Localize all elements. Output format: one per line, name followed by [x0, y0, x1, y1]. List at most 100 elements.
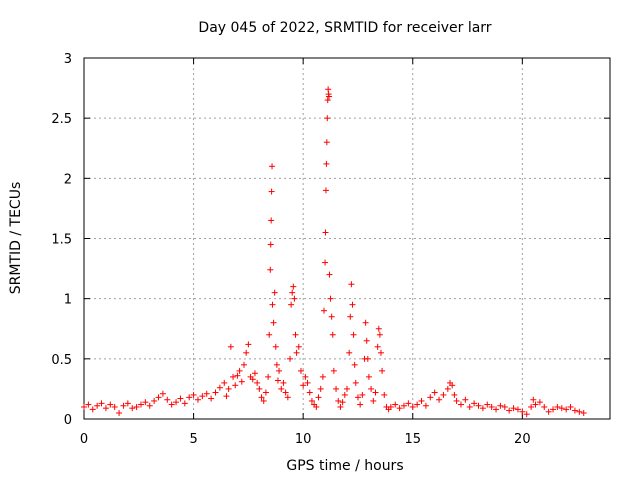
data-point [203, 390, 210, 397]
data-point [267, 266, 274, 273]
data-point [306, 389, 313, 396]
data-point [292, 331, 299, 338]
x-axis-label: GPS time / hours [286, 458, 403, 474]
data-point [364, 355, 371, 362]
data-point [387, 403, 394, 410]
data-point [436, 396, 443, 403]
axis-ticks: 0 5 10 15 20 0 0.5 1 1.5 2 2.5 3 [51, 52, 610, 447]
data-point [227, 343, 234, 350]
data-point [379, 367, 386, 374]
data-point [418, 397, 425, 404]
data-point [330, 367, 337, 374]
data-point [567, 403, 574, 410]
data-point [337, 403, 344, 410]
data-point [536, 399, 543, 406]
data-point [326, 93, 333, 100]
data-point [164, 396, 171, 403]
data-point [475, 402, 482, 409]
data-point [471, 400, 478, 407]
data-point [571, 407, 578, 414]
data-point [377, 349, 384, 356]
data-point [444, 385, 451, 392]
data-point [107, 401, 114, 408]
data-point [216, 384, 223, 391]
data-point [186, 394, 193, 401]
data-point [265, 373, 272, 380]
data-point [288, 301, 295, 308]
data-point [319, 373, 326, 380]
x-tick-label: 0 [80, 432, 88, 447]
data-point [274, 377, 281, 384]
data-point [297, 367, 304, 374]
data-point [541, 403, 548, 410]
data-point [208, 395, 215, 402]
data-point [151, 397, 158, 404]
grid-lines [84, 58, 610, 419]
data-point [111, 403, 118, 410]
data-point [414, 401, 421, 408]
data-point [357, 401, 364, 408]
data-point [348, 281, 355, 288]
data-point [267, 241, 274, 248]
data-point [302, 373, 309, 380]
data-point [133, 403, 140, 410]
data-point [273, 361, 280, 368]
data-point [254, 379, 261, 386]
data-point [440, 391, 447, 398]
data-point [173, 399, 180, 406]
data-point [280, 379, 287, 386]
data-point [304, 379, 311, 386]
data-point [129, 405, 136, 412]
data-point [372, 389, 379, 396]
data-point [245, 341, 252, 348]
data-point [308, 397, 315, 404]
data-point [349, 301, 356, 308]
data-point [324, 115, 331, 122]
data-point [341, 391, 348, 398]
data-point [381, 391, 388, 398]
data-point [225, 385, 232, 392]
data-point [268, 217, 275, 224]
data-point [243, 349, 250, 356]
data-point [284, 394, 291, 401]
data-point [497, 402, 504, 409]
data-point [269, 301, 276, 308]
data-point [323, 139, 330, 146]
data-point [339, 399, 346, 406]
data-point [457, 401, 464, 408]
data-point [346, 349, 353, 356]
data-point [351, 361, 358, 368]
data-point [260, 397, 267, 404]
data-point [317, 385, 324, 392]
data-point [376, 331, 383, 338]
x-tick-label: 5 [189, 432, 197, 447]
plot-frame [83, 57, 611, 420]
data-point [523, 411, 530, 418]
data-point [94, 402, 101, 409]
data-point [232, 382, 239, 389]
data-point [545, 408, 552, 415]
data-point [85, 401, 92, 408]
data-point [300, 382, 307, 389]
data-point [405, 400, 412, 407]
y-tick-label: 1 [64, 293, 72, 308]
data-point [146, 402, 153, 409]
data-point [453, 397, 460, 404]
data-point [137, 401, 144, 408]
data-point [313, 403, 320, 410]
data-point [269, 163, 276, 170]
data-point [328, 313, 335, 320]
data-point [81, 403, 87, 410]
y-tick-label: 3 [64, 52, 72, 67]
data-point [354, 394, 361, 401]
data-point [323, 160, 330, 167]
data-point [102, 405, 109, 412]
data-point [240, 361, 247, 368]
data-point [422, 402, 429, 409]
data-point [563, 406, 570, 413]
data-point [155, 394, 162, 401]
data-point [116, 409, 123, 416]
data-point [462, 396, 469, 403]
data-point [320, 307, 327, 314]
data-point [335, 397, 342, 404]
